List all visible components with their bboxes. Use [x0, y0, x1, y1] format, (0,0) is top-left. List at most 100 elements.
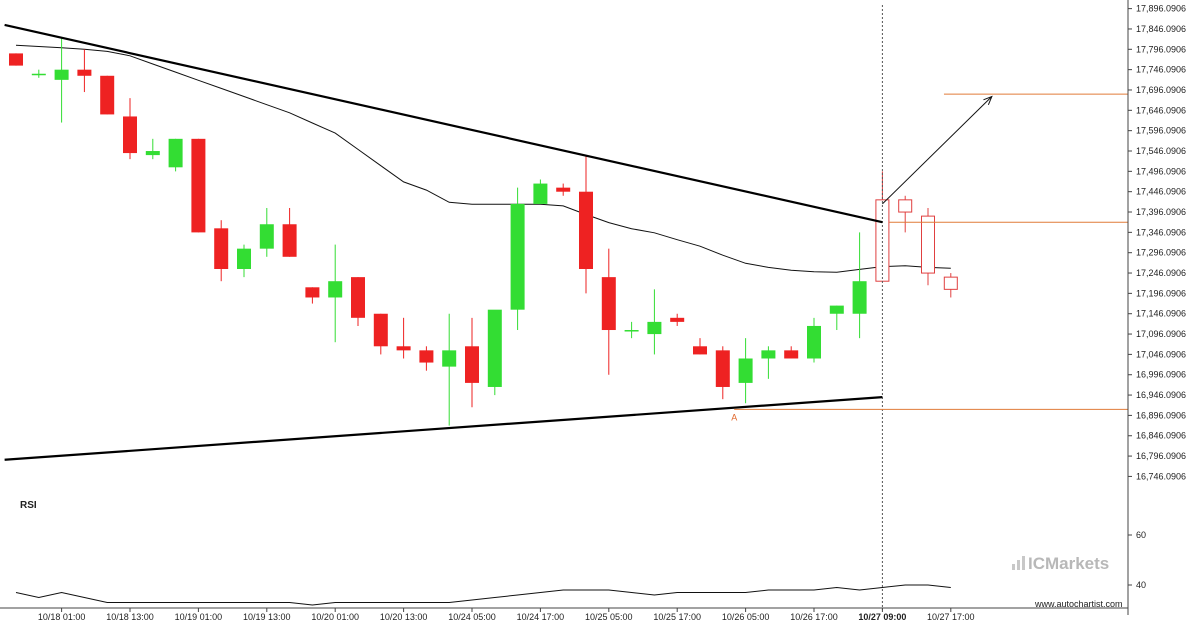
- candle-body: [396, 346, 411, 351]
- candle: [237, 244, 251, 278]
- resistance-trendline: [4, 23, 883, 224]
- candle: [351, 277, 365, 326]
- rsi-tick-label: 40: [1136, 580, 1146, 590]
- candle-body: [328, 281, 343, 298]
- candle: [647, 289, 662, 355]
- candle-body: [77, 69, 92, 76]
- candle: [442, 313, 457, 426]
- candle: [898, 195, 913, 233]
- chart-overlay: A: [4, 5, 1128, 610]
- time-tick-label: 10/20 01:00: [311, 612, 359, 622]
- brand-name: ICMarkets: [1028, 554, 1109, 573]
- candle-body: [807, 325, 821, 359]
- time-tick-label: 10/25 05:00: [585, 612, 633, 622]
- price-tick-label: 16,746.0906: [1136, 471, 1186, 481]
- candle-body: [442, 350, 457, 367]
- candle: [943, 273, 958, 298]
- icmarkets-logo-icon: [1012, 556, 1025, 570]
- price-tick-label: 17,646.0906: [1136, 105, 1186, 115]
- candle: [510, 187, 525, 331]
- candle-body: [829, 305, 844, 314]
- time-tick-label: 10/18 01:00: [38, 612, 86, 622]
- candle: [259, 207, 274, 257]
- price-tick-label: 17,296.0906: [1136, 248, 1186, 258]
- candle: [579, 155, 593, 294]
- price-tick-label: 17,446.0906: [1136, 187, 1186, 197]
- candle-body: [738, 358, 753, 383]
- candle-body: [282, 224, 297, 257]
- candle-body: [761, 350, 776, 359]
- price-tick-label: 17,496.0906: [1136, 166, 1186, 176]
- candle: [373, 313, 388, 355]
- price-tick-label: 16,896.0906: [1136, 410, 1186, 420]
- price-tick-label: 17,746.0906: [1136, 65, 1186, 75]
- candle-body: [259, 224, 274, 249]
- candle: [396, 317, 411, 359]
- price-tick-label: 17,396.0906: [1136, 207, 1186, 217]
- candle: [693, 338, 707, 355]
- time-axis: 10/18 01:00 10/18 13:00 10/19 01:00 10/19 1…: [0, 607, 1128, 622]
- price-tick-label: 17,046.0906: [1136, 349, 1186, 359]
- candle-body: [419, 350, 434, 363]
- price-tick-label: 17,696.0906: [1136, 85, 1186, 95]
- candle-body: [784, 350, 799, 359]
- price-tick-label: 16,846.0906: [1136, 431, 1186, 441]
- candle-body: [556, 187, 571, 192]
- candle-body: [305, 287, 320, 298]
- price-tick-label: 17,196.0906: [1136, 288, 1186, 298]
- main-plot-area: [9, 37, 958, 426]
- candle-body: [693, 346, 707, 355]
- time-tick-label: 10/24 05:00: [448, 612, 496, 622]
- candle-body: [465, 346, 479, 383]
- time-tick-label: 10/20 13:00: [380, 612, 428, 622]
- time-tick-label: 10/27 17:00: [927, 612, 975, 622]
- candle: [738, 338, 753, 404]
- candle: [465, 317, 479, 408]
- candle: [921, 207, 935, 286]
- rsi-panel: RSI 60 40: [15, 500, 1146, 606]
- support-trendline: [4, 396, 883, 461]
- price-tick-label: 17,246.0906: [1136, 268, 1186, 278]
- candle: [556, 183, 571, 196]
- candle-body: [943, 276, 958, 290]
- candle: [419, 346, 434, 371]
- candle: [123, 98, 137, 160]
- price-tick-label: 17,896.0906: [1136, 4, 1186, 14]
- time-tick-label: 10/18 13:00: [106, 612, 154, 622]
- price-tick-label: 17,146.0906: [1136, 309, 1186, 319]
- candle: [54, 37, 69, 123]
- candle-body: [487, 309, 502, 387]
- candle-body: [852, 281, 867, 314]
- candle-body: [351, 277, 365, 318]
- time-tick-label: 10/27 09:00: [858, 612, 906, 622]
- candle-body: [214, 228, 229, 269]
- price-axis: 17,896.0906 17,846.0906 17,796.0906 17,746.…: [1127, 0, 1186, 615]
- candle: [807, 317, 821, 363]
- candle: [784, 346, 799, 359]
- forecast-arrow-head: [983, 95, 993, 106]
- price-tick-label: 17,096.0906: [1136, 329, 1186, 339]
- candle-body: [31, 73, 46, 76]
- candle: [533, 179, 548, 204]
- time-tick-label: 10/25 17:00: [653, 612, 701, 622]
- price-tick-label: 16,996.0906: [1136, 370, 1186, 380]
- candle-body: [624, 330, 639, 332]
- candle-body: [715, 350, 730, 387]
- candle-body: [54, 69, 69, 80]
- candle-body: [670, 317, 685, 322]
- candle: [282, 207, 297, 257]
- branding: ICMarkets www.autochartist.com: [1012, 554, 1123, 609]
- price-tick-label: 17,346.0906: [1136, 227, 1186, 237]
- rsi-label: RSI: [20, 500, 37, 511]
- candle-body: [898, 199, 913, 213]
- candle-body: [123, 116, 137, 154]
- rsi-line: [15, 584, 951, 606]
- candle: [829, 305, 844, 331]
- candle: [77, 49, 92, 93]
- candle: [487, 309, 502, 396]
- candle-body: [373, 313, 388, 347]
- candle: [601, 248, 616, 375]
- price-tick-label: 16,796.0906: [1136, 451, 1186, 461]
- candle: [100, 75, 115, 115]
